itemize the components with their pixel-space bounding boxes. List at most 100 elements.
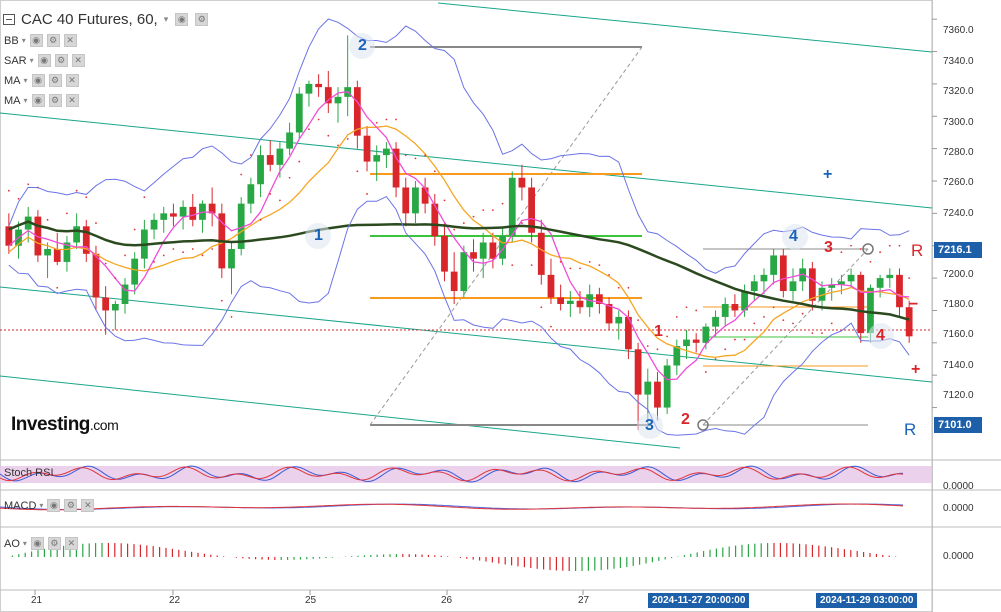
sar-dot [46, 218, 49, 221]
candle-body [896, 274, 903, 308]
candle-body [266, 155, 274, 165]
candle-body [170, 213, 177, 217]
indicator-sar[interactable]: SAR ▾ ◉ ⚙ ✕ [4, 54, 85, 67]
chevron-down-icon[interactable]: ▾ [21, 36, 26, 45]
chevron-down-icon[interactable]: ▾ [22, 539, 27, 548]
candle-body [441, 236, 448, 272]
gear-icon[interactable]: ⚙ [54, 54, 68, 67]
wave-circle [782, 224, 808, 250]
eye-icon[interactable]: ◉ [175, 13, 189, 26]
close-icon[interactable]: ✕ [65, 94, 79, 107]
gear-icon[interactable]: ⚙ [64, 499, 78, 512]
candle-body [654, 381, 661, 408]
candle-body [431, 203, 439, 237]
indicator-ma-1[interactable]: MA ▾ ◉ ⚙ ✕ [4, 74, 79, 87]
chevron-down-icon[interactable]: ▾ [39, 501, 44, 510]
candle-body [537, 232, 545, 275]
indicator-bb[interactable]: BB ▾ ◉ ⚙ ✕ [4, 34, 77, 47]
sar-dot [511, 264, 514, 267]
chevron-down-icon[interactable]: ▾ [29, 56, 34, 65]
wave-circle [868, 323, 894, 349]
candle-body [247, 184, 255, 204]
candle-body [450, 271, 458, 292]
gear-icon[interactable]: ⚙ [48, 94, 62, 107]
time-tick: 25 [305, 595, 317, 606]
gear-icon[interactable]: ⚙ [47, 537, 61, 550]
candle-body [412, 187, 419, 214]
sar-dot [172, 248, 175, 250]
candle-body [44, 248, 51, 256]
candle-body [867, 287, 874, 334]
eye-icon[interactable]: ◉ [31, 94, 45, 107]
sar-dot [646, 345, 649, 347]
candle-body [770, 255, 778, 275]
sar-dot [201, 254, 204, 257]
candle-body [353, 87, 361, 136]
sar-dot [317, 118, 320, 121]
time-tick: 27 [578, 595, 590, 606]
gear-icon[interactable]: ⚙ [195, 13, 209, 26]
candle-body [111, 303, 119, 311]
sar-dot [501, 202, 504, 205]
eye-icon[interactable]: ◉ [47, 499, 61, 512]
close-icon[interactable]: ✕ [71, 54, 85, 67]
candle-body [692, 339, 700, 343]
sar-dot [298, 160, 301, 163]
minus-marker: − [909, 296, 919, 313]
sar-dot [675, 316, 678, 318]
chevron-down-icon[interactable]: ▾ [163, 14, 169, 24]
candle-body [547, 274, 555, 298]
wave-label-blue-3: 3 [645, 417, 654, 434]
indicator-ma-2[interactable]: MA ▾ ◉ ⚙ ✕ [4, 94, 79, 107]
stoch-rsi-label[interactable]: Stoch RSI [4, 467, 54, 479]
sar-dot [404, 154, 407, 157]
close-icon[interactable]: ✕ [64, 537, 78, 550]
sar-dot [704, 371, 707, 373]
ao-value: 0.0000 [943, 551, 974, 562]
collapse-icon[interactable] [3, 14, 15, 25]
sar-dot [743, 338, 746, 341]
candle-body [838, 281, 845, 285]
close-icon[interactable]: ✕ [63, 34, 77, 47]
sar-dot [366, 193, 368, 195]
stoch-band [0, 466, 932, 483]
candle-body [663, 365, 671, 408]
eye-icon[interactable]: ◉ [29, 34, 43, 47]
sar-dot [240, 173, 243, 176]
eye-icon[interactable]: ◉ [31, 74, 45, 87]
sar-dot [608, 273, 610, 276]
indicator-label: AO [4, 537, 20, 550]
sar-dot [85, 196, 88, 199]
time-tick: 26 [441, 595, 453, 606]
wave-label-blue-1: 1 [314, 227, 323, 244]
wave-label-blue-4: 4 [789, 228, 798, 245]
eye-icon[interactable]: ◉ [37, 54, 51, 67]
sar-dot [782, 319, 785, 322]
eye-icon[interactable]: ◉ [30, 537, 44, 550]
chevron-down-icon[interactable]: ▾ [23, 96, 28, 105]
sar-dot [182, 251, 184, 254]
wave-circle [305, 223, 331, 249]
sar-dot [230, 316, 233, 318]
close-icon[interactable]: ✕ [65, 74, 79, 87]
ao-label[interactable]: AO ▾ ◉ ⚙ ✕ [4, 537, 78, 550]
candle-body [557, 297, 565, 304]
macd-label[interactable]: MACD ▾ ◉ ⚙ ✕ [4, 499, 95, 512]
sar-dot [414, 157, 417, 160]
candle-body [257, 155, 264, 185]
sar-dot [95, 222, 97, 224]
chevron-down-icon[interactable]: ▾ [23, 76, 28, 85]
channel-line-upper [437, 2, 933, 53]
candle-body [24, 216, 32, 230]
sar-dot [772, 306, 775, 309]
sar-dot [395, 118, 397, 121]
sar-dot [356, 170, 359, 173]
close-icon[interactable]: ✕ [81, 499, 95, 512]
gear-icon[interactable]: ⚙ [46, 34, 60, 47]
gear-icon[interactable]: ⚙ [48, 74, 62, 87]
candle-body [702, 326, 710, 343]
sar-dot [308, 128, 310, 131]
ma-long-line [8, 220, 910, 321]
sar-dot [433, 170, 436, 173]
